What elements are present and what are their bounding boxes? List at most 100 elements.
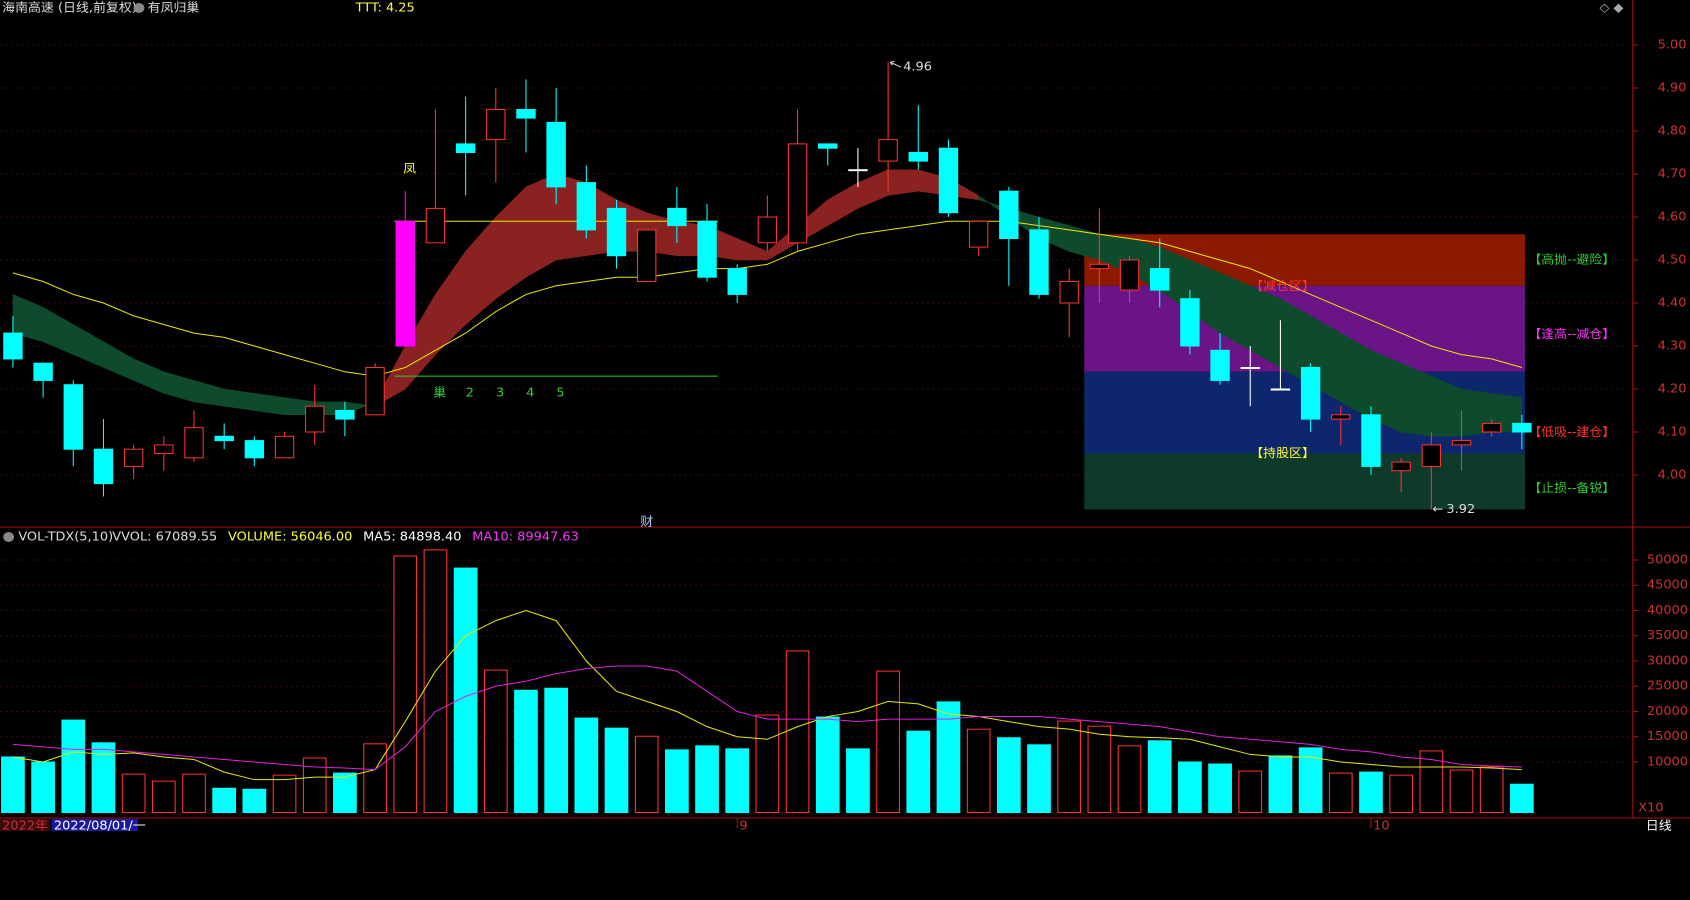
volume-bar bbox=[1087, 725, 1112, 814]
volume-bar bbox=[665, 749, 689, 814]
volume-bar bbox=[1449, 769, 1474, 814]
x-tick-label: 10 bbox=[1373, 818, 1390, 832]
zone-label: 【低吸--建仓】 bbox=[1528, 424, 1615, 438]
volume-bar bbox=[785, 650, 810, 814]
volume-bar bbox=[212, 787, 237, 814]
volume-bar bbox=[483, 669, 508, 814]
candle-body bbox=[486, 109, 506, 141]
volume-bar bbox=[1419, 750, 1444, 814]
candle-body bbox=[1150, 268, 1170, 291]
volume-bar bbox=[1027, 744, 1051, 814]
zone-label: 【持股区】 bbox=[1250, 445, 1315, 459]
y-tick-label: 30000 bbox=[1647, 653, 1688, 667]
y-tick-label: 4.30 bbox=[1658, 338, 1687, 352]
candle-body bbox=[938, 147, 959, 214]
y-tick-label: 4.50 bbox=[1658, 252, 1687, 266]
readout: VOLUME: 56046.00 bbox=[228, 529, 352, 543]
volume-bar bbox=[906, 730, 931, 814]
volume-bar bbox=[1479, 766, 1504, 813]
volume-bar bbox=[272, 774, 297, 814]
x-tick-label: 2022年 bbox=[2, 818, 48, 832]
icon: ◇ ◆ bbox=[1599, 0, 1623, 14]
y-tick-label: 4.80 bbox=[1658, 123, 1687, 137]
volume-bar bbox=[242, 788, 267, 814]
candle-body bbox=[1270, 388, 1291, 391]
volume-bar bbox=[755, 714, 780, 813]
candle-body bbox=[606, 207, 627, 257]
candle-body bbox=[33, 362, 53, 381]
candle-body bbox=[516, 109, 536, 119]
ma-line bbox=[12, 220, 1523, 377]
y-tick-label: 4.10 bbox=[1658, 424, 1687, 438]
nest-label: 2 bbox=[466, 385, 474, 399]
volume-bar bbox=[453, 567, 478, 814]
candle-body bbox=[727, 268, 747, 295]
candle-body bbox=[1361, 414, 1381, 467]
zone-label: 【高抛--避险】 bbox=[1528, 252, 1615, 266]
indicator: TTT: 4.25 bbox=[355, 0, 415, 14]
mark-label: 财 bbox=[640, 514, 653, 528]
volume-bar bbox=[695, 745, 719, 814]
y-tick-label: 4.70 bbox=[1658, 166, 1687, 180]
candle-body bbox=[787, 143, 808, 244]
candle-body bbox=[214, 435, 234, 442]
x-tick-label: 日线 bbox=[1646, 818, 1672, 832]
nest-label: 3 bbox=[496, 385, 504, 399]
volume-bar bbox=[604, 727, 629, 813]
candle-body bbox=[848, 169, 868, 172]
volume-bar bbox=[876, 670, 900, 813]
volume-bar bbox=[1328, 772, 1353, 813]
y-tick-label: 4.20 bbox=[1658, 381, 1687, 395]
volume-bar bbox=[1510, 783, 1534, 813]
icon bbox=[3, 532, 15, 542]
candle-body bbox=[546, 121, 566, 188]
candle-body bbox=[1331, 414, 1351, 420]
volume-bar bbox=[31, 761, 55, 813]
candle-body bbox=[335, 410, 355, 420]
volume-bar bbox=[1298, 747, 1323, 813]
candle-body bbox=[697, 220, 717, 278]
arrow bbox=[889, 60, 902, 68]
date-box bbox=[51, 819, 138, 831]
ma-line bbox=[12, 665, 1522, 771]
volume-bar bbox=[333, 772, 357, 813]
y-tick-label: 35000 bbox=[1647, 628, 1688, 642]
candle-body bbox=[1481, 422, 1502, 433]
candle-body bbox=[636, 229, 657, 282]
volume-bar bbox=[544, 687, 569, 814]
volume-bar bbox=[1, 756, 25, 814]
candle-body bbox=[667, 207, 687, 227]
candle-body bbox=[818, 143, 838, 149]
candle-body bbox=[999, 190, 1019, 239]
candle-body bbox=[1391, 461, 1411, 472]
ma-line bbox=[12, 609, 1522, 781]
x-tick-label: 2022/08/01/一 bbox=[54, 818, 146, 832]
zone-label: 【减仓区】 bbox=[1250, 279, 1315, 293]
volume-bar bbox=[393, 555, 418, 814]
volume-bar bbox=[634, 735, 659, 813]
candle-body bbox=[576, 182, 597, 231]
scale-label: X10 bbox=[1638, 800, 1663, 814]
nest-label: 5 bbox=[556, 385, 564, 399]
volume-bar bbox=[1238, 770, 1263, 814]
candle-body bbox=[1210, 349, 1230, 381]
candle-body bbox=[757, 216, 778, 244]
volume-bar bbox=[1117, 745, 1142, 814]
candle-body bbox=[63, 384, 83, 450]
volume-bar bbox=[182, 773, 206, 813]
y-tick-label: 15000 bbox=[1647, 729, 1688, 743]
volume-bar bbox=[423, 549, 448, 814]
volume-bar bbox=[996, 737, 1021, 814]
x-tick-label: 9 bbox=[739, 818, 747, 832]
y-tick-label: 10000 bbox=[1647, 754, 1688, 768]
date-box bbox=[0, 819, 50, 831]
volume-bar bbox=[1268, 755, 1293, 814]
zone-label: 【逢高--减仓】 bbox=[1528, 327, 1615, 341]
y-tick-label: 4.00 bbox=[1658, 467, 1687, 481]
candle-body bbox=[1512, 422, 1532, 433]
volume-bar bbox=[936, 701, 961, 814]
volume-bar bbox=[574, 717, 599, 813]
volume-bar bbox=[1147, 740, 1172, 813]
candle-body bbox=[274, 435, 295, 459]
